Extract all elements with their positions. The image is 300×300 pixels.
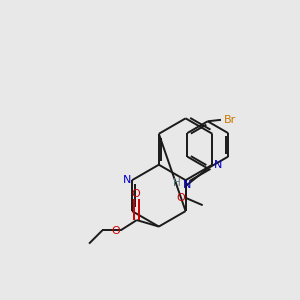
Text: O: O	[176, 194, 185, 203]
Text: N: N	[214, 160, 222, 170]
Text: O: O	[131, 189, 140, 199]
Text: N: N	[183, 180, 191, 190]
Text: H: H	[173, 178, 181, 188]
Text: Br: Br	[224, 115, 236, 125]
Text: O: O	[111, 226, 120, 236]
Text: N: N	[123, 175, 131, 185]
